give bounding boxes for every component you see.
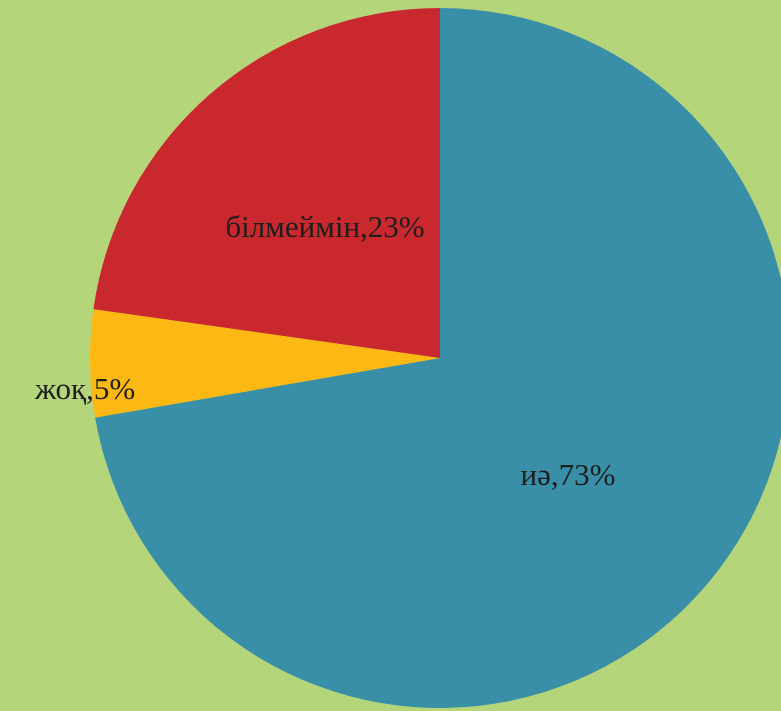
pie-slice	[95, 8, 781, 708]
data-label: білмеймін,23%	[225, 209, 424, 244]
pie-slice	[89, 309, 440, 418]
data-label: иә,73%	[521, 457, 616, 492]
pie-slice	[93, 8, 440, 358]
data-label: жоқ,5%	[34, 371, 135, 406]
